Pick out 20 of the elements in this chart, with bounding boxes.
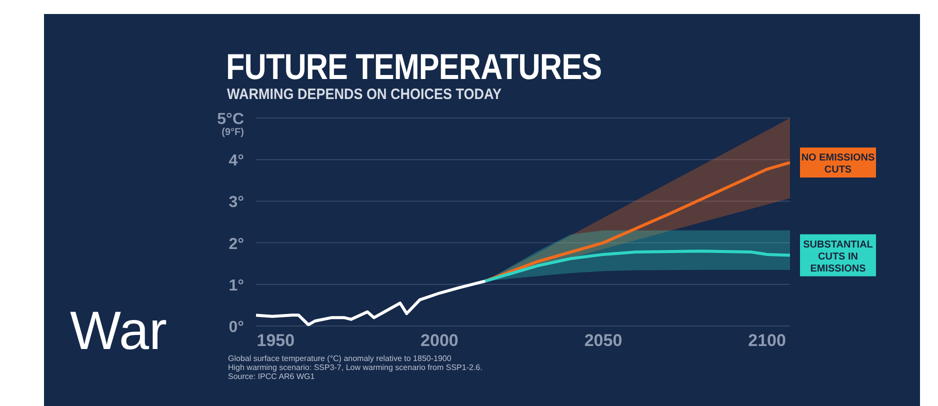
x-tick-label: 2000 (420, 331, 458, 350)
chart-subtitle: WARMING DEPENDS ON CHOICES TODAY (227, 86, 502, 103)
source-note: Source: IPCC AR6 WG1 (228, 372, 316, 381)
y-tick-label: 3° (228, 194, 244, 212)
line-series (484, 250, 790, 283)
y-tick-label: 2° (228, 236, 244, 253)
series-label: NO EMISSIONS CUTS (801, 152, 875, 176)
text: Global surface temperature (°C) anomaly relative to 1850-1900 (228, 354, 452, 363)
text: War (70, 300, 167, 362)
x-tick-label: 1950 (256, 331, 295, 350)
y-tick-label: 0° (228, 319, 244, 336)
text: High warming scenario: SSP3-7, Low warming scenario from SSP1-2.6. (228, 363, 482, 372)
y-tick-label: 5°C (9°F) (217, 111, 244, 138)
series-label: SUBSTANTIAL CUTS IN EMISSIONS (803, 239, 873, 274)
chart-title: FUTURE TEMPERATURES (226, 46, 602, 88)
x-tick-label: 2100 (748, 331, 786, 350)
y-tick-label: 1° (228, 277, 244, 294)
x-tick-label: 2050 (584, 331, 622, 350)
y-tick-label: 4° (228, 152, 244, 170)
line-series (256, 280, 487, 326)
